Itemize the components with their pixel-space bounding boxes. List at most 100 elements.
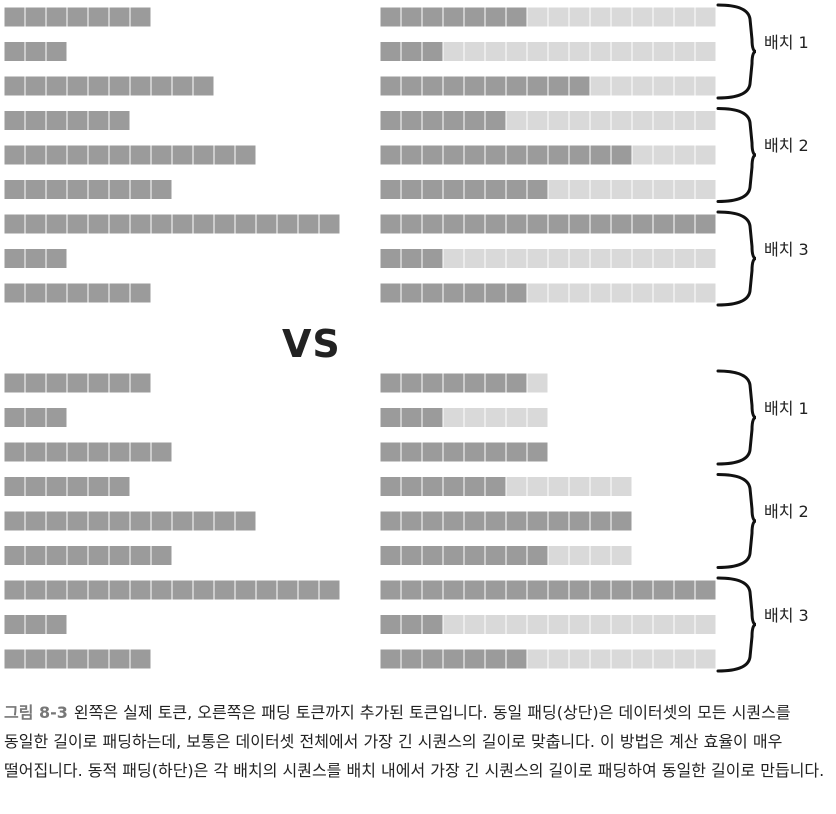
real-token-cell (24, 6, 47, 28)
real-token-cell (129, 579, 152, 601)
padding-token-cell (652, 75, 675, 97)
real-token-cell (379, 41, 402, 62)
real-token-cell (421, 282, 444, 304)
real-token-cell (108, 75, 131, 97)
real-token-cell (442, 372, 465, 394)
real-token-cell (379, 144, 402, 166)
real-token-cell (45, 407, 68, 428)
real-token-cell (3, 441, 26, 463)
padding-token-cell (673, 248, 696, 269)
batch-bracket (716, 3, 757, 100)
real-token-cell (484, 545, 507, 566)
padding-token-cell (694, 179, 717, 200)
real-token-cell (3, 545, 26, 566)
padding-token-cell (568, 614, 591, 635)
real-token-cell (24, 614, 47, 635)
real-token-cell (400, 545, 423, 566)
real-token-cell (24, 41, 47, 62)
padding-token-cell (610, 648, 633, 670)
real-token-cell (234, 144, 257, 166)
padding-token-cell (484, 407, 507, 428)
padding-token-cell (526, 614, 549, 635)
real-token-cell (421, 372, 444, 394)
real-token-cell (463, 545, 486, 566)
real-token-cell (192, 75, 215, 97)
real-token-cell (400, 372, 423, 394)
padding-token-cell (673, 144, 696, 166)
padding-token-cell (631, 614, 654, 635)
real-token-cell (463, 110, 486, 131)
real-token-cell (442, 75, 465, 97)
real-token-cell (505, 648, 528, 670)
real-token-cell (108, 144, 131, 166)
real-token-cell (442, 510, 465, 532)
real-token-cell (87, 510, 110, 532)
real-token-cell (45, 6, 68, 28)
padding-token-cell (568, 6, 591, 28)
real-token-cell (568, 144, 591, 166)
padding-token-cell (589, 248, 612, 269)
real-token-cell (421, 441, 444, 463)
batch-label: 배치 2 (764, 502, 809, 521)
padding-token-cell (547, 6, 570, 28)
real-token-cell (379, 179, 402, 200)
padding-token-cell (568, 648, 591, 670)
real-token-cell (526, 75, 549, 97)
padding-token-cell (568, 110, 591, 131)
real-token-cell (589, 144, 612, 166)
real-token-cell (24, 179, 47, 200)
real-token-cell (66, 6, 89, 28)
batch-bracket (716, 107, 757, 203)
real-token-cell (129, 545, 152, 566)
padding-token-cell (652, 648, 675, 670)
padding-token-cell (673, 614, 696, 635)
real-token-cell (108, 648, 131, 670)
real-token-cell (547, 144, 570, 166)
padding-token-cell (463, 248, 486, 269)
real-token-cell (150, 213, 173, 235)
padding-token-cell (673, 75, 696, 97)
real-token-cell (526, 179, 549, 200)
padding-token-cell (652, 110, 675, 131)
padding-token-cell (610, 476, 633, 497)
real-token-cell (463, 441, 486, 463)
real-token-cell (400, 579, 423, 601)
padding-token-cell (547, 648, 570, 670)
real-token-cell (3, 179, 26, 200)
padding-token-cell (526, 648, 549, 670)
padding-token-cell (589, 648, 612, 670)
real-token-cell (400, 75, 423, 97)
real-token-cell (108, 6, 131, 28)
padding-token-cell (610, 41, 633, 62)
padding-token-cell (673, 282, 696, 304)
real-token-cell (108, 179, 131, 200)
real-token-cell (108, 372, 131, 394)
real-token-cell (400, 476, 423, 497)
padding-token-cell (589, 6, 612, 28)
real-token-cell (297, 213, 320, 235)
real-token-cell (45, 213, 68, 235)
padding-token-cell (589, 41, 612, 62)
padding-token-cell (652, 6, 675, 28)
real-token-cell (3, 476, 26, 497)
padding-token-cell (547, 179, 570, 200)
real-token-cell (129, 144, 152, 166)
real-token-cell (24, 476, 47, 497)
real-token-cell (129, 510, 152, 532)
padding-token-cell (610, 6, 633, 28)
real-token-cell (45, 179, 68, 200)
real-token-cell (589, 213, 612, 235)
padding-token-cell (694, 282, 717, 304)
real-token-cell (421, 75, 444, 97)
real-token-cell (150, 579, 173, 601)
real-token-cell (45, 248, 68, 269)
padding-token-cell (547, 110, 570, 131)
real-token-cell (484, 476, 507, 497)
padding-token-cell (568, 545, 591, 566)
real-token-cell (505, 282, 528, 304)
real-token-cell (108, 282, 131, 304)
real-token-cell (24, 213, 47, 235)
real-token-cell (400, 6, 423, 28)
real-token-cell (192, 510, 215, 532)
padding-token-cell (526, 476, 549, 497)
